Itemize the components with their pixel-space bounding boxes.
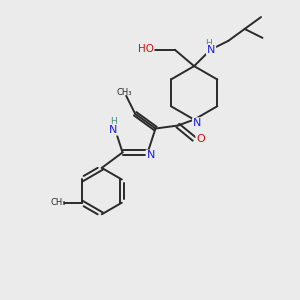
- Text: CH₃: CH₃: [50, 198, 66, 207]
- Text: HO: HO: [138, 44, 154, 54]
- Text: N: N: [207, 45, 215, 55]
- Text: H: H: [205, 39, 212, 48]
- Text: CH₃: CH₃: [117, 88, 133, 98]
- Text: N: N: [193, 118, 201, 128]
- Text: N: N: [109, 125, 118, 135]
- Text: H: H: [110, 118, 117, 127]
- Text: N: N: [146, 150, 155, 161]
- Text: O: O: [196, 134, 205, 144]
